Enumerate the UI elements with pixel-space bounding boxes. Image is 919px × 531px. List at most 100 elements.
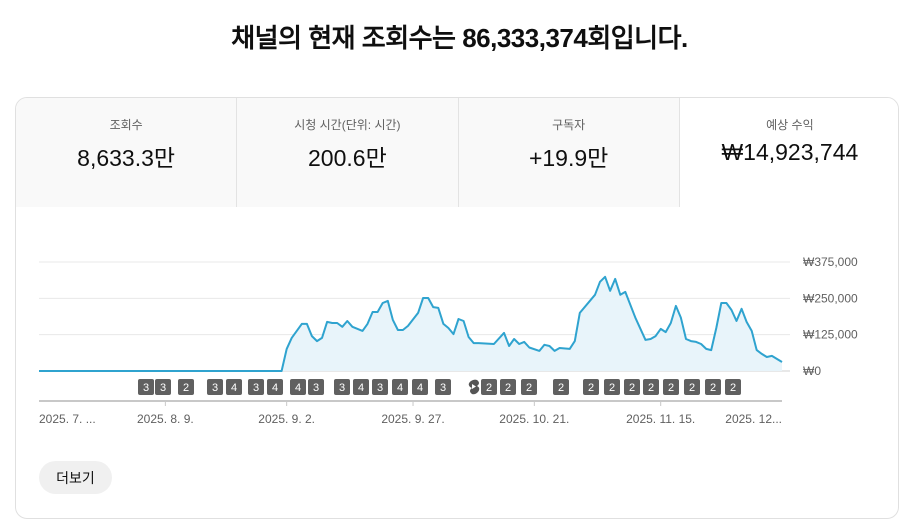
shorts-icon — [468, 379, 480, 395]
badge-count: 2 — [526, 382, 532, 394]
tab-revenue[interactable]: 예상 수익 ₩14,923,744 — [679, 98, 898, 207]
tab-value: 200.6만 — [308, 145, 387, 171]
x-tick-label: 2025. 8. 9. — [137, 412, 194, 426]
y-tick-label: ₩125,000 — [803, 328, 858, 342]
upload-count-badge[interactable]: 4 — [226, 379, 242, 395]
badge-count: 2 — [558, 382, 564, 394]
badge-background — [248, 379, 264, 395]
badge-background — [663, 379, 679, 395]
upload-count-badge[interactable]: 2 — [604, 379, 620, 395]
badge-count: 4 — [295, 382, 301, 394]
badge-count: 2 — [609, 382, 615, 394]
upload-count-badge[interactable]: 2 — [684, 379, 700, 395]
tab-views[interactable]: 조회수 8,633.3만 — [16, 98, 238, 207]
badge-count: 2 — [183, 382, 189, 394]
upload-count-badge[interactable]: 3 — [435, 379, 451, 395]
y-tick-label: ₩0 — [803, 364, 821, 378]
y-tick-label: ₩250,000 — [803, 291, 858, 305]
badge-background — [705, 379, 721, 395]
badge-background — [643, 379, 659, 395]
upload-count-badge[interactable]: 3 — [372, 379, 388, 395]
upload-count-badge[interactable]: 2 — [500, 379, 516, 395]
badge-count: 3 — [212, 382, 218, 394]
badge-count: 2 — [588, 382, 594, 394]
badge-background — [207, 379, 223, 395]
badge-background — [481, 379, 497, 395]
badge-background — [684, 379, 700, 395]
badge-background — [178, 379, 194, 395]
upload-count-badge[interactable]: 4 — [353, 379, 369, 395]
badge-count: 3 — [377, 382, 383, 394]
upload-count-badge[interactable]: 4 — [392, 379, 408, 395]
upload-count-badge[interactable]: 2 — [705, 379, 721, 395]
badge-count: 2 — [689, 382, 695, 394]
badge-background — [308, 379, 324, 395]
badge-count: 3 — [253, 382, 259, 394]
metric-tabs: 조회수 8,633.3만 시청 시간(단위: 시간) 200.6만 구독자 +1… — [16, 98, 898, 207]
badge-count: 2 — [668, 382, 674, 394]
x-tick-label: 2025. 9. 27. — [381, 412, 444, 426]
x-tick-label: 2025. 9. 2. — [258, 412, 315, 426]
badge-background — [412, 379, 428, 395]
badge-count: 2 — [629, 382, 635, 394]
tab-value: 8,633.3만 — [77, 145, 176, 171]
upload-count-badge[interactable]: 2 — [643, 379, 659, 395]
tab-watch-time[interactable]: 시청 시간(단위: 시간) 200.6만 — [237, 98, 459, 207]
badge-count: 2 — [486, 382, 492, 394]
x-tick-label: 2025. 11. 15. — [626, 412, 695, 426]
y-tick-label: ₩375,000 — [803, 255, 858, 269]
tab-label: 예상 수익 — [766, 118, 814, 132]
upload-count-badge[interactable]: 2 — [521, 379, 537, 395]
badge-background — [624, 379, 640, 395]
x-tick-label: 2025. 12... — [725, 412, 782, 426]
badge-count: 3 — [440, 382, 446, 394]
badge-background — [290, 379, 306, 395]
badge-background — [334, 379, 350, 395]
tab-label: 구독자 — [552, 118, 586, 132]
badge-count: 4 — [417, 382, 423, 394]
badge-count: 2 — [710, 382, 716, 394]
badge-count: 4 — [231, 382, 237, 394]
badge-background — [155, 379, 171, 395]
badge-background — [500, 379, 516, 395]
upload-count-badge[interactable]: 3 — [155, 379, 171, 395]
upload-count-badge[interactable]: 2 — [583, 379, 599, 395]
upload-count-badge[interactable]: 2 — [663, 379, 679, 395]
upload-count-badge[interactable]: 4 — [412, 379, 428, 395]
upload-count-badge[interactable]: 4 — [267, 379, 283, 395]
more-button[interactable]: 더보기 — [39, 461, 112, 494]
badge-background — [583, 379, 599, 395]
headline: 채널의 현재 조회수는 86,333,374회입니다. — [231, 23, 688, 53]
upload-count-badge[interactable]: 2 — [624, 379, 640, 395]
x-tick-label: 2025. 10. 21. — [499, 412, 569, 426]
badge-background — [353, 379, 369, 395]
upload-count-badge[interactable]: 3 — [138, 379, 154, 395]
upload-count-badge[interactable]: 2 — [481, 379, 497, 395]
upload-count-badge[interactable]: 2 — [553, 379, 569, 395]
x-tick-label: 2025. 7. ... — [39, 412, 96, 426]
tab-subscribers[interactable]: 구독자 +19.9만 — [458, 98, 680, 207]
upload-count-badge[interactable]: 2 — [178, 379, 194, 395]
upload-count-badge[interactable]: 3 — [248, 379, 264, 395]
upload-count-badge[interactable]: 3 — [334, 379, 350, 395]
analytics-card: 조회수 8,633.3만 시청 시간(단위: 시간) 200.6만 구독자 +1… — [15, 97, 899, 519]
badge-background — [435, 379, 451, 395]
upload-count-badge[interactable]: 2 — [725, 379, 741, 395]
badge-background — [392, 379, 408, 395]
badge-background — [553, 379, 569, 395]
badge-count: 3 — [313, 382, 319, 394]
badge-background — [372, 379, 388, 395]
badge-background — [226, 379, 242, 395]
tab-label: 조회수 — [109, 118, 143, 132]
badge-count: 3 — [143, 382, 149, 394]
tab-value: ₩14,923,744 — [721, 139, 859, 165]
upload-count-badge[interactable]: 3 — [308, 379, 324, 395]
badge-count: 4 — [358, 382, 364, 394]
badge-background — [604, 379, 620, 395]
upload-count-badge[interactable]: 3 — [207, 379, 223, 395]
badge-background — [138, 379, 154, 395]
tab-label: 시청 시간(단위: 시간) — [294, 118, 401, 132]
upload-count-badge[interactable]: 4 — [290, 379, 306, 395]
